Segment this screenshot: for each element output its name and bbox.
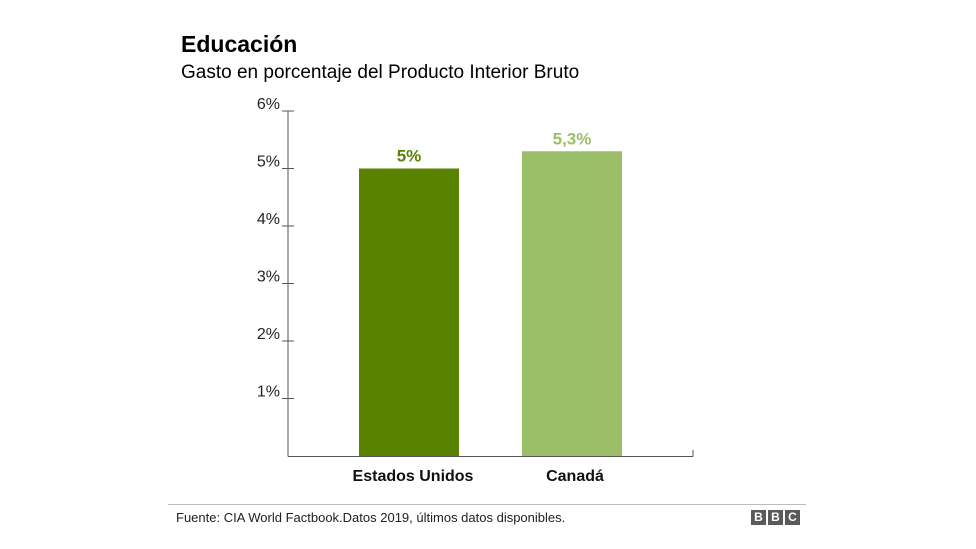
chart-axes [287,111,694,457]
y-tick-label: 5% [257,154,280,171]
labels: 5% Estados Unidos 5,3% Canadá [353,129,604,485]
bbc-logo: B B C [751,510,800,525]
y-tick-label: 2% [257,326,280,343]
chart-title: Educación [181,31,298,57]
bar [522,151,622,456]
category-label: Canadá [546,468,604,485]
source-note: Fuente: CIA World Factbook.Datos 2019, ú… [176,510,566,525]
data-label: 5,3% [553,129,592,148]
bbc-logo-letter: C [785,510,800,525]
bbc-logo-letter: B [768,510,783,525]
bars [359,151,622,456]
y-tick-label: 1% [257,384,280,401]
bbc-logo-letter: B [751,510,766,525]
y-tick-label: 4% [257,211,280,228]
footer-divider [168,504,806,505]
category-label: Estados Unidos [353,468,474,485]
bar [359,168,459,456]
chart-subtitle: Gasto en porcentaje del Producto Interio… [181,62,580,83]
y-ticks: 1% 2% 3% 4% 5% 6% [257,96,294,401]
y-tick-label: 6% [257,96,280,113]
y-tick-label: 3% [257,269,280,286]
data-label: 5% [397,147,422,166]
